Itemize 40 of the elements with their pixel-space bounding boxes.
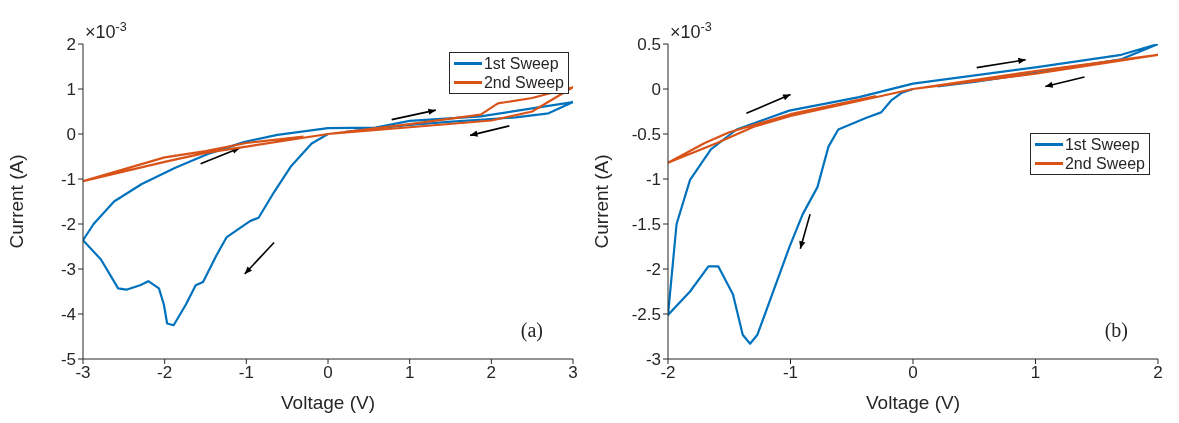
text: ×10$^{-3}$ [85,20,127,42]
y-tick-label: 0 [651,80,661,100]
y-tick-label: 0.5 [637,35,661,55]
y-tick-label: 1 [66,80,76,100]
x-tick-label: 3 [568,363,578,383]
y-tick-label: -4 [60,305,76,325]
x-axis-title: Voltage (V) [281,392,375,413]
x-axis-title: Voltage (V) [866,392,960,413]
x-tick-label: -1 [782,363,799,383]
y-tick-label: -1 [645,170,661,190]
y-tick-label: 2 [66,35,76,55]
y-axis-title: Current (A) [5,154,27,249]
x-tick-label: 0 [908,363,918,383]
y-tick-label: -2.5 [631,305,661,325]
legend-label: 2nd Sweep [483,73,564,92]
x-tick-label: 1 [1030,363,1041,383]
annotation: (a) [520,319,543,342]
x-tick-label: -2 [157,363,173,383]
legend-label: 2nd Sweep [1064,154,1145,174]
x-tick-label: -1 [238,363,254,383]
x-tick-label: 2 [486,363,497,383]
y-tick-label: -0.5 [631,125,661,145]
y-axis-title: Current (A) [590,154,612,249]
legend-label: 1st Sweep [1064,135,1140,155]
y-tick-label: -2 [60,215,76,235]
annotation: (b) [1104,319,1128,342]
y-tick-label: -3 [60,260,76,280]
y-tick-label: 0 [66,125,76,145]
y-tick-label: -2 [645,260,661,280]
text: ×10$^{-3}$ [670,20,712,42]
y-tick-label: -1 [60,170,76,190]
legend-label: 1st Sweep [483,54,559,73]
x-tick-label: 1 [404,363,415,383]
y-tick-label: -1.5 [631,215,661,235]
x-tick-label: 2 [1153,363,1163,383]
y-tick-label: -3 [645,350,661,370]
line-series [668,44,1158,345]
x-tick-label: -2 [660,363,676,383]
x-tick-label: 0 [323,363,333,383]
y-tick-label: -5 [60,350,76,370]
